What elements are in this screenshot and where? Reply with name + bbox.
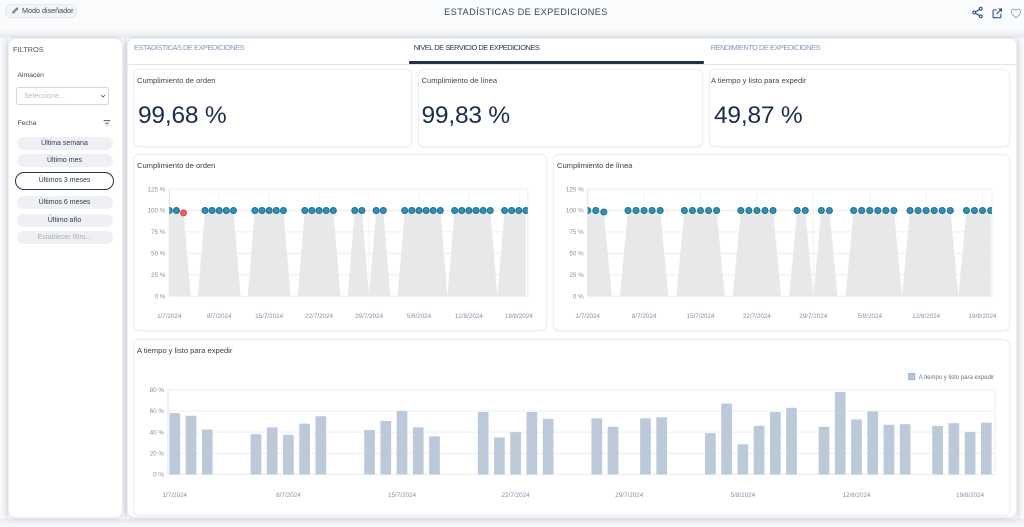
svg-text:1/7/2024: 1/7/2024 (163, 492, 188, 499)
svg-text:75 %: 75 % (151, 229, 166, 236)
svg-text:12/8/2024: 12/8/2024 (842, 492, 871, 499)
svg-text:0 %: 0 % (572, 293, 583, 300)
svg-text:1/7/2024: 1/7/2024 (157, 312, 182, 319)
svg-text:12/8/2024: 12/8/2024 (912, 312, 940, 319)
svg-text:8/7/2024: 8/7/2024 (631, 312, 656, 319)
svg-text:125 %: 125 % (565, 186, 583, 193)
svg-text:125 %: 125 % (147, 186, 165, 193)
svg-text:1/7/2024: 1/7/2024 (575, 312, 600, 319)
svg-text:22/7/2024: 22/7/2024 (743, 312, 771, 319)
svg-text:5/8/2024: 5/8/2024 (731, 492, 756, 499)
svg-text:15/7/2024: 15/7/2024 (255, 312, 283, 319)
svg-text:15/7/2024: 15/7/2024 (388, 492, 417, 499)
svg-text:19/8/2024: 19/8/2024 (505, 312, 533, 319)
svg-text:19/8/2024: 19/8/2024 (956, 492, 985, 499)
svg-text:Cumplimiento de orden: Cumplimiento de orden (137, 161, 215, 170)
svg-text:8/7/2024: 8/7/2024 (207, 312, 232, 319)
svg-text:22/7/2024: 22/7/2024 (305, 312, 333, 319)
svg-text:A tiempo y listo para expedir: A tiempo y listo para expedir (137, 346, 233, 355)
svg-text:A tiempo y listo para expedir: A tiempo y listo para expedir (919, 375, 994, 381)
svg-text:80 %: 80 % (150, 387, 165, 394)
svg-text:75 %: 75 % (569, 229, 584, 236)
svg-text:19/8/2024: 19/8/2024 (968, 312, 996, 319)
svg-text:20 %: 20 % (150, 451, 165, 458)
svg-text:50 %: 50 % (569, 250, 584, 257)
svg-text:0 %: 0 % (153, 472, 164, 479)
svg-text:0 %: 0 % (154, 293, 165, 300)
svg-text:29/7/2024: 29/7/2024 (799, 312, 827, 319)
svg-text:12/8/2024: 12/8/2024 (455, 312, 483, 319)
svg-text:50 %: 50 % (151, 250, 166, 257)
svg-text:25 %: 25 % (569, 272, 584, 279)
svg-text:22/7/2024: 22/7/2024 (502, 492, 531, 499)
svg-text:100 %: 100 % (565, 207, 583, 214)
svg-text:60 %: 60 % (150, 408, 165, 415)
svg-text:5/8/2024: 5/8/2024 (407, 312, 432, 319)
svg-text:29/7/2024: 29/7/2024 (355, 312, 383, 319)
svg-text:40 %: 40 % (150, 429, 165, 436)
svg-text:29/7/2024: 29/7/2024 (615, 492, 644, 499)
svg-text:8/7/2024: 8/7/2024 (276, 492, 301, 499)
svg-text:25 %: 25 % (151, 272, 166, 279)
svg-text:100 %: 100 % (147, 207, 165, 214)
svg-text:Cumplimiento de línea: Cumplimiento de línea (557, 161, 633, 170)
svg-text:15/7/2024: 15/7/2024 (686, 312, 714, 319)
svg-text:5/8/2024: 5/8/2024 (857, 312, 882, 319)
